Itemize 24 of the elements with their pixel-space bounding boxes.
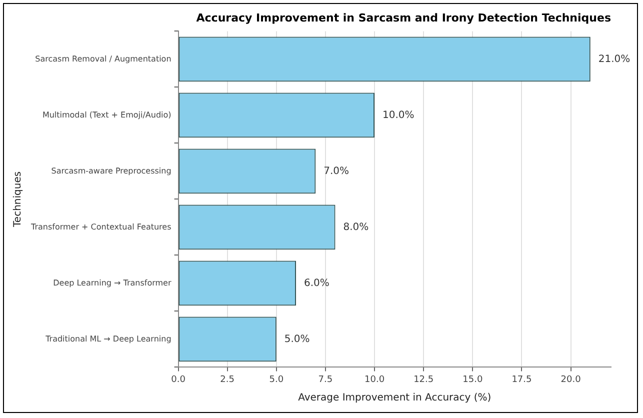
x-axis-title: Average Improvement in Accuracy (%) [298, 392, 492, 404]
x-tick-label: 17.5 [512, 374, 532, 385]
y-axis-title: Techniques [12, 171, 24, 228]
y-tick-label: Traditional ML → Deep Learning [44, 334, 172, 344]
data-label: 5.0% [284, 334, 310, 345]
x-tick-label: 12.5 [414, 374, 434, 385]
x-tick-label: 10.0 [364, 374, 385, 385]
data-label: 21.0% [598, 54, 630, 65]
x-tick-label: 5.0 [269, 374, 284, 385]
data-label: 7.0% [324, 166, 350, 177]
y-tick-label: Sarcasm Removal / Augmentation [35, 54, 172, 64]
y-tick-label: Multimodal (Text + Emoji/Audio) [42, 110, 172, 120]
x-tick-label: 20.0 [560, 374, 582, 385]
x-tick-label: 2.5 [220, 374, 234, 385]
data-label: 10.0% [382, 110, 414, 121]
x-tick-label: 7.5 [318, 374, 333, 385]
data-label: 8.0% [343, 222, 369, 233]
x-tick-label: 15.0 [462, 374, 483, 385]
y-tick-label: Deep Learning → Transformer [53, 278, 172, 288]
chart-title: Accuracy Improvement in Sarcasm and Irony Detection Techniques [196, 11, 612, 24]
y-tick-label: Transformer + Contextual Features [30, 222, 172, 232]
x-tick-label: 0.0 [171, 374, 186, 385]
data-label: 6.0% [304, 278, 330, 289]
y-tick-label: Sarcasm-aware Preprocessing [51, 166, 172, 176]
